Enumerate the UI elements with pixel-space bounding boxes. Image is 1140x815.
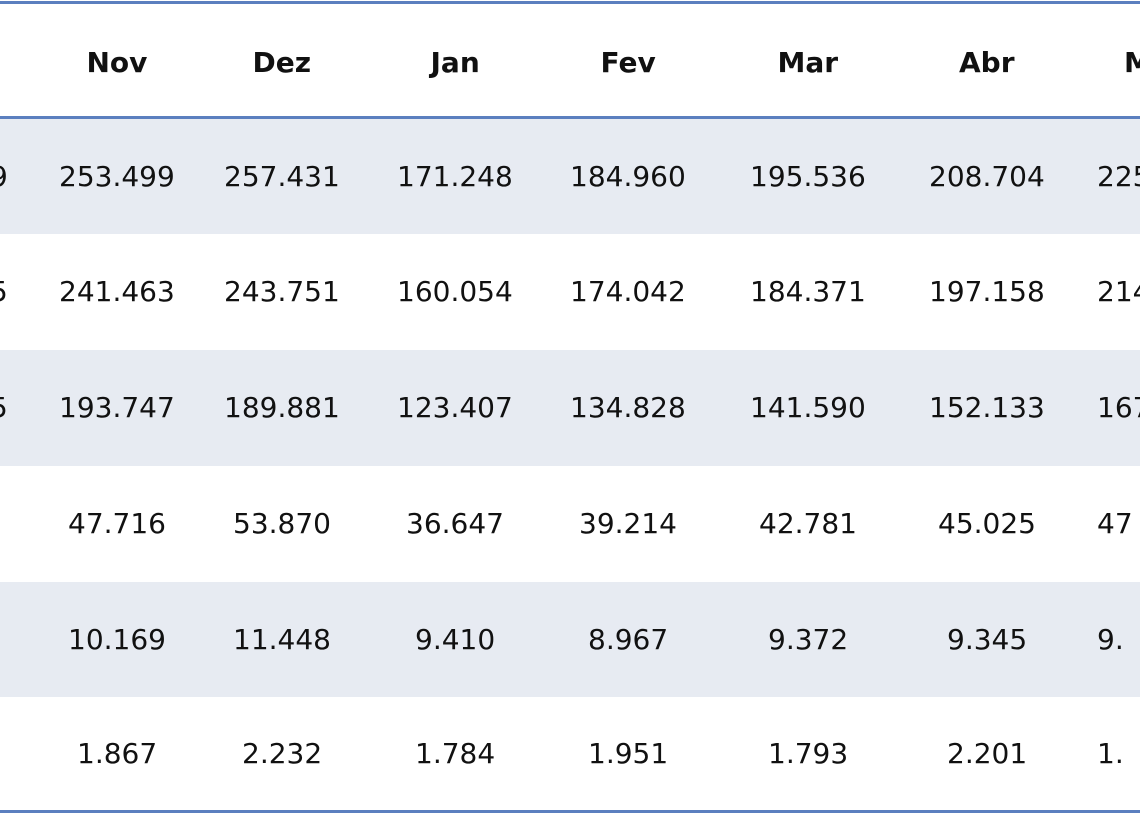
table-cell: 1. bbox=[1097, 736, 1124, 770]
column-header: Abr bbox=[959, 46, 1015, 79]
table-cell: 47.716 bbox=[68, 507, 166, 540]
column-header: M bbox=[1124, 46, 1140, 79]
table-cell: 1.784 bbox=[415, 736, 496, 770]
table-cell: 243.751 bbox=[224, 275, 340, 308]
table-cell: 45.025 bbox=[938, 507, 1036, 540]
header-border bbox=[0, 116, 1140, 119]
table-cell: 47 bbox=[1097, 507, 1133, 540]
table-cell: 9.410 bbox=[415, 622, 496, 656]
table-cell: 5 bbox=[0, 388, 8, 428]
table-cell: 214 bbox=[1097, 275, 1140, 308]
table-cell: 167 bbox=[1097, 391, 1140, 424]
top-border bbox=[0, 1, 1140, 4]
table-cell: 5 bbox=[0, 272, 8, 312]
table-cell: 134.828 bbox=[570, 391, 686, 424]
table-cell: 9 bbox=[0, 157, 8, 197]
table-cell: 1.951 bbox=[588, 736, 669, 770]
table-cell: 39.214 bbox=[579, 507, 677, 540]
column-header: Nov bbox=[86, 46, 148, 79]
table-cell: 257.431 bbox=[224, 159, 340, 193]
table-cell: 9.345 bbox=[947, 622, 1028, 656]
table-cell: 8.967 bbox=[588, 622, 669, 656]
bottom-border bbox=[0, 810, 1140, 813]
table-cell: 160.054 bbox=[397, 275, 513, 308]
column-header: Jan bbox=[430, 46, 480, 79]
table-cell: 193.747 bbox=[59, 391, 175, 424]
table-cell: 10.169 bbox=[68, 622, 166, 656]
table-cell: 225 bbox=[1097, 159, 1140, 193]
table-row: 241.463 243.751 160.054 174.042 184.371 197.1… bbox=[0, 234, 1140, 350]
table-cell: 1.867 bbox=[77, 736, 158, 770]
column-header: Mar bbox=[777, 46, 839, 79]
table-cell: 184.960 bbox=[570, 159, 686, 193]
table-row: 10.169 11.448 9.410 8.967 9.372 9.345 9. bbox=[0, 582, 1140, 697]
table-row: 193.747 189.881 123.407 134.828 141.590 152.1… bbox=[0, 350, 1140, 466]
table-cell: 152.133 bbox=[929, 391, 1045, 424]
table-cell: 195.536 bbox=[750, 159, 866, 193]
column-header: Fev bbox=[600, 46, 656, 79]
table-row: 1.867 2.232 1.784 1.951 1.793 2.201 1. bbox=[0, 697, 1140, 810]
table-cell: 184.371 bbox=[750, 275, 866, 308]
table-cell: 9.372 bbox=[768, 622, 849, 656]
table-cell: 2.232 bbox=[242, 736, 323, 770]
table-cell: 174.042 bbox=[570, 275, 686, 308]
table-cell: 123.407 bbox=[397, 391, 513, 424]
table-cell: 208.704 bbox=[929, 159, 1045, 193]
table-cell: 11.448 bbox=[233, 622, 331, 656]
column-header: Dez bbox=[252, 46, 312, 79]
table-cell: 171.248 bbox=[397, 159, 513, 193]
table-cell: 53.870 bbox=[233, 507, 331, 540]
table-cell: 2.201 bbox=[947, 736, 1028, 770]
table-cell: 197.158 bbox=[929, 275, 1045, 308]
header-row: Nov Dez Jan Fev Mar Abr M bbox=[0, 3, 1140, 116]
table-cell: 9. bbox=[1097, 622, 1124, 656]
table-cell: 1.793 bbox=[768, 736, 849, 770]
table-cell: 42.781 bbox=[759, 507, 857, 540]
table-cell: 241.463 bbox=[59, 275, 175, 308]
table-row: 253.499 257.431 171.248 184.960 195.536 208.7… bbox=[0, 119, 1140, 234]
table-row: 47.716 53.870 36.647 39.214 42.781 45.025 47 bbox=[0, 466, 1140, 582]
table-cell: 141.590 bbox=[750, 391, 866, 424]
table-cell: 36.647 bbox=[406, 507, 504, 540]
table-cell: 189.881 bbox=[224, 391, 340, 424]
table-cell: 253.499 bbox=[59, 159, 175, 193]
